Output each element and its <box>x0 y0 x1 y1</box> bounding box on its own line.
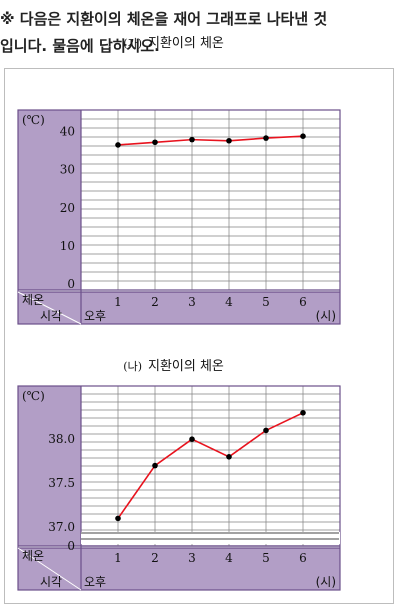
chart2-x-tick: 5 <box>262 551 270 565</box>
chart1-y-tick: 20 <box>60 201 75 215</box>
chart2-data-point <box>300 410 306 416</box>
intro-line-2: 입니다. 물음에 답하시오. <box>0 37 160 55</box>
chart1-data-point <box>115 142 121 148</box>
chart2-break-gap <box>81 532 340 544</box>
chart2-data-point <box>263 427 269 434</box>
chart1-x-prefix: 오후 <box>84 309 106 323</box>
chart2-x-tick: 4 <box>225 551 233 565</box>
chart2-header-diagonal <box>17 547 82 591</box>
chart2-unit-label: (℃) <box>22 389 45 403</box>
chart2-x-tick: 6 <box>299 551 307 565</box>
chart2-y-axis-panel <box>18 386 81 546</box>
chart2-series-line <box>117 412 304 519</box>
chart1-data-point <box>226 137 232 144</box>
chart1-col-label: 시각 <box>40 309 62 323</box>
chart1-x-tick: 3 <box>188 295 196 309</box>
chart2-data-point <box>152 462 158 469</box>
chart2-data-point <box>226 454 232 460</box>
chart1-data-point <box>300 133 306 139</box>
chart2-y-tick: 37.0 <box>48 520 75 534</box>
chart2-data-point <box>189 436 195 443</box>
chart2-title: 지환이의 체온 <box>148 359 224 374</box>
chart2-x-tick: 3 <box>188 551 196 565</box>
chart1-data-point <box>152 139 158 146</box>
chart1-y-tick: 30 <box>60 163 75 177</box>
chart1-y-tick: 0 <box>67 277 75 291</box>
chart1-data-point <box>189 136 195 143</box>
chart2-x-tick: 1 <box>114 551 122 565</box>
chart2-y-tick: 38.0 <box>48 432 75 446</box>
chart2-border <box>17 385 341 591</box>
chart2-row-label: 체온 <box>22 549 44 563</box>
chart1-x-unit: (시) <box>316 309 336 323</box>
chart1-y-axis-panel <box>18 110 81 290</box>
chart1-series-line <box>117 135 304 146</box>
chart1-y-tick: 10 <box>60 239 75 253</box>
chart1-y-tick: 40 <box>60 125 75 139</box>
chart1-border <box>17 109 341 325</box>
chart1-data-point <box>263 135 269 141</box>
chart2-y-tick: 37.5 <box>48 476 75 490</box>
chart1-x-tick: 1 <box>114 295 122 309</box>
chart1-row-label: 체온 <box>22 293 44 307</box>
chart2-x-tick: 2 <box>151 551 159 565</box>
chart2-x-prefix: 오후 <box>84 575 106 589</box>
chart1-header-diagonal <box>17 291 82 325</box>
chart2-data-point <box>115 515 121 522</box>
chart1-x-tick: 5 <box>262 295 270 309</box>
chart1-x-tick: 6 <box>299 295 307 309</box>
chart1-x-tick: 4 <box>225 295 233 309</box>
intro-line-1: ※ 다음은 지환이의 체온을 재어 그래프로 나타낸 것 <box>0 10 328 28</box>
chart2-x-unit: (시) <box>316 575 336 589</box>
chart2-title-tag: (나) <box>123 360 142 373</box>
chart2-col-label: 시각 <box>40 575 62 589</box>
chart2-zero-tick: 0 <box>67 539 75 553</box>
chart2-x-axis-panel <box>18 548 340 590</box>
question-intro: ※ 다음은 지환이의 체온을 재어 그래프로 나타낸 것 입니다. 물음에 답하… <box>0 6 400 60</box>
chart1-unit-label: (℃) <box>22 113 45 127</box>
chart1-title: 지환이의 체온 <box>148 36 224 51</box>
chart1-x-axis-panel <box>18 292 340 324</box>
chart-frame <box>4 68 394 604</box>
chart1-title-tag: (가) <box>123 37 142 50</box>
chart1-x-tick: 2 <box>151 295 159 309</box>
